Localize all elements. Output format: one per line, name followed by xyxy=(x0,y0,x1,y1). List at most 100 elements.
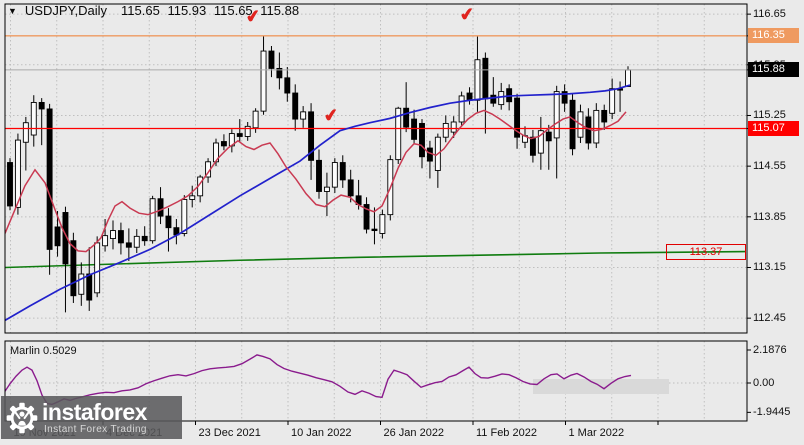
candle xyxy=(553,85,560,179)
candle xyxy=(545,124,552,170)
candle xyxy=(165,208,172,252)
date-axis-label: 23 Dec 2021 xyxy=(198,427,261,439)
candle xyxy=(94,236,101,298)
candle xyxy=(189,185,196,208)
indicator-label: Marlin 0.5029 xyxy=(10,345,77,357)
candle xyxy=(110,220,116,250)
candle xyxy=(181,195,188,237)
date-axis-label: 11 Feb 2022 xyxy=(476,427,537,439)
price-axis-label: 116.65 xyxy=(753,8,786,21)
candle xyxy=(157,187,164,225)
candle xyxy=(236,119,243,143)
candle xyxy=(38,98,45,146)
candle xyxy=(173,218,180,245)
marlin-line xyxy=(5,354,632,406)
candle xyxy=(276,52,283,90)
candle xyxy=(371,207,378,245)
candle xyxy=(490,77,497,107)
price-axis-label: 115.25 xyxy=(753,109,786,122)
watermark-brand: instaforex xyxy=(42,398,147,425)
candle xyxy=(379,209,386,239)
candle xyxy=(419,119,425,169)
indicator-name: Marlin xyxy=(10,345,40,357)
candle xyxy=(316,149,322,199)
candle xyxy=(244,121,251,141)
candle xyxy=(228,129,235,153)
candle xyxy=(70,232,77,303)
candle xyxy=(220,134,227,151)
candle xyxy=(561,84,568,112)
price-axis-label: 112.45 xyxy=(753,312,786,325)
price-badge-115.88: 115.88 xyxy=(748,62,799,78)
price-axis-label: 114.55 xyxy=(753,160,786,173)
candle xyxy=(300,106,307,128)
candle xyxy=(466,87,473,105)
candle xyxy=(529,129,536,163)
candle xyxy=(363,197,370,234)
price-badge-115.07: 115.07 xyxy=(748,121,799,136)
red-ma-line xyxy=(5,109,627,253)
indicator-axis-label: 2.1876 xyxy=(753,343,787,356)
main-pane-border xyxy=(4,3,748,334)
candle xyxy=(133,229,140,254)
candle xyxy=(117,222,124,255)
checkmark-annotation: ✔ xyxy=(458,4,476,25)
date-axis-label: 26 Jan 2022 xyxy=(383,427,445,439)
marlin-indicator-pane[interactable] xyxy=(5,341,747,421)
date-axis-label: 1 Mar 2022 xyxy=(568,427,625,439)
candles xyxy=(7,35,631,313)
watermark-tagline: Instant Forex Trading xyxy=(44,423,147,435)
candle xyxy=(268,45,275,78)
candle xyxy=(252,108,259,133)
candle xyxy=(569,93,576,156)
candle xyxy=(102,218,109,252)
main-chart-pane[interactable] xyxy=(5,4,747,333)
symbol-name: USDJPY,Daily xyxy=(24,3,108,18)
green-trendline xyxy=(5,250,747,269)
date-axis-label: 10 Jan 2022 xyxy=(291,427,352,439)
candle xyxy=(601,104,608,130)
indicator-axis-label: 0.00 xyxy=(753,376,775,389)
candle xyxy=(339,155,346,188)
candle xyxy=(331,158,338,193)
candle xyxy=(22,116,29,171)
candle xyxy=(625,66,631,87)
instaforex-watermark: instaforex Instant Forex Trading xyxy=(1,396,182,439)
checkmark-annotation: ✔ xyxy=(322,105,340,126)
candle xyxy=(537,116,544,170)
candle xyxy=(62,206,69,313)
candle xyxy=(434,133,441,188)
candle xyxy=(450,116,457,138)
candle xyxy=(609,78,616,120)
candle xyxy=(411,109,418,145)
blue-ma-line xyxy=(5,84,631,322)
indicator-value: 0.5029 xyxy=(43,345,77,357)
gear-person-icon xyxy=(6,402,38,433)
candle xyxy=(86,247,93,311)
price-badge-116.35: 116.35 xyxy=(748,28,799,44)
candle xyxy=(260,35,267,115)
candle xyxy=(78,262,85,306)
candle xyxy=(506,84,513,111)
candle xyxy=(54,211,61,257)
candle xyxy=(125,228,132,261)
candle xyxy=(7,158,13,211)
ohlc-quote: 115.65 115.93 115.65 115.88 xyxy=(121,3,300,18)
candle xyxy=(514,93,521,149)
candle xyxy=(46,103,53,275)
candle xyxy=(197,174,204,203)
candle xyxy=(426,140,433,179)
candle xyxy=(308,103,315,180)
candle xyxy=(292,84,299,131)
candle xyxy=(141,226,148,246)
chart-title-bar: ▼ USDJPY,Daily 115.65 115.93 115.65 115.… xyxy=(8,3,299,18)
symbol-collapse-icon[interactable]: ▼ xyxy=(8,5,17,16)
candle xyxy=(149,195,156,244)
indicator-pane-border xyxy=(4,340,748,422)
price-axis-label: 113.15 xyxy=(753,261,786,274)
candle xyxy=(323,172,330,217)
candle xyxy=(617,81,624,112)
candle xyxy=(30,95,37,147)
